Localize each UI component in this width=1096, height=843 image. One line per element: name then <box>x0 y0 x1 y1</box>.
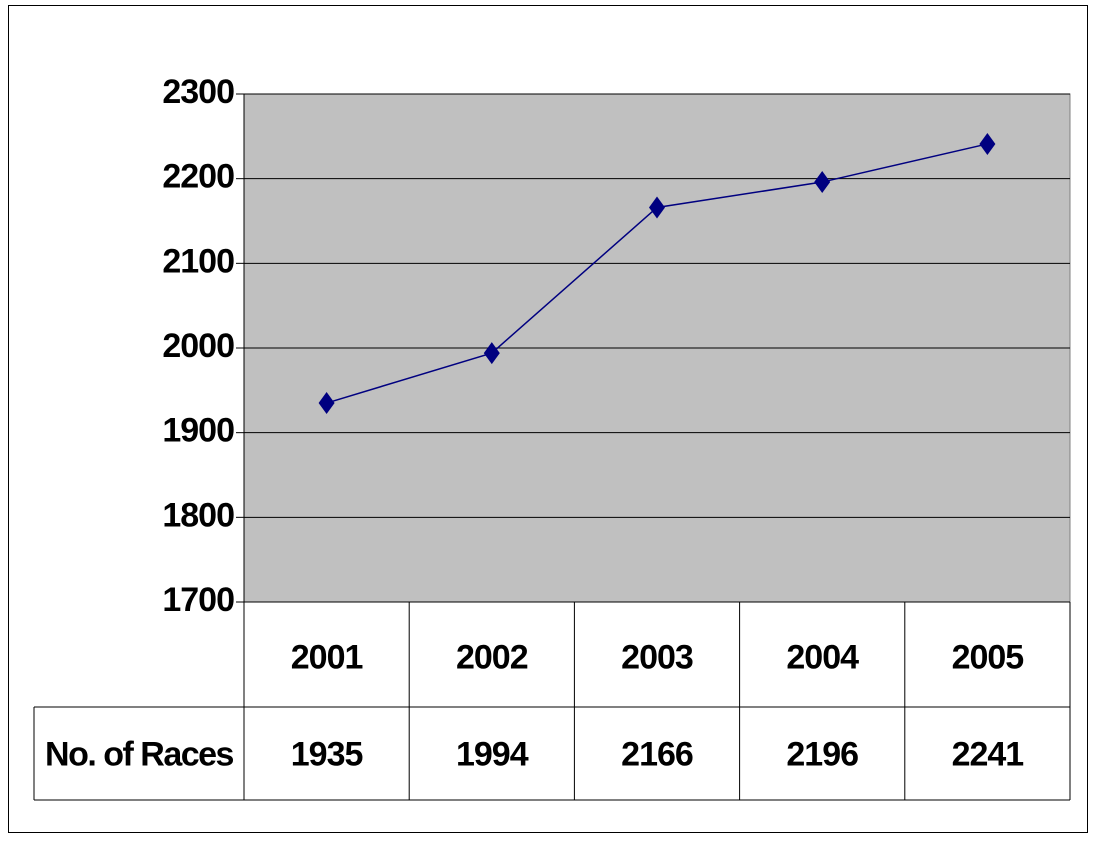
x-tick-label: 2005 <box>952 638 1024 676</box>
y-tick-label: 2000 <box>162 327 234 365</box>
marker <box>814 171 831 194</box>
table-value: 2196 <box>786 735 858 773</box>
y-tick-label: 2300 <box>162 73 234 111</box>
table-value: 2166 <box>621 735 693 773</box>
x-tick-label: 2004 <box>786 638 859 676</box>
y-tick-label: 1700 <box>162 581 234 619</box>
marker <box>649 196 665 219</box>
table-value: 1994 <box>456 735 529 773</box>
y-tick-label: 1900 <box>162 412 234 450</box>
x-tick-label: 2003 <box>621 638 693 676</box>
table-value: 2241 <box>952 735 1024 773</box>
x-tick-label: 2001 <box>291 638 363 676</box>
y-tick-label: 2200 <box>162 158 234 196</box>
y-tick-label: 1800 <box>162 496 234 534</box>
table-row-label: No. of Races <box>45 735 234 773</box>
marker <box>318 392 335 415</box>
marker <box>979 132 996 155</box>
y-tick-label: 2100 <box>162 242 234 280</box>
x-tick-label: 2002 <box>456 638 528 676</box>
marker <box>483 342 500 365</box>
table-value: 1935 <box>291 735 363 773</box>
